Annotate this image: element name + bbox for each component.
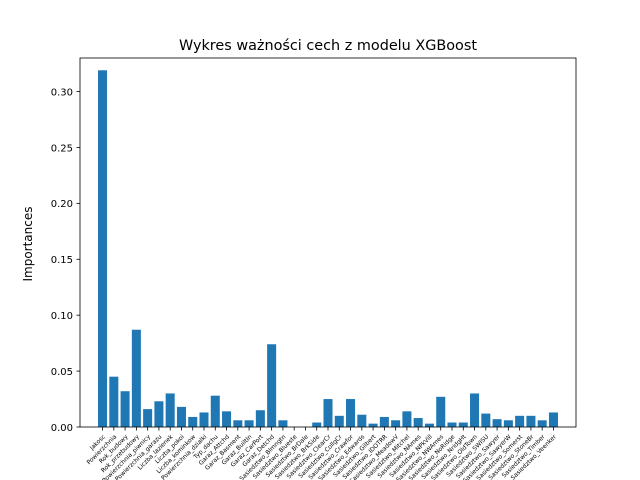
bar-Sasiedztwo_IDOTRR: [379, 416, 389, 427]
y-tick-label: 0.00: [51, 423, 73, 434]
y-tick-label: 0.05: [51, 367, 73, 378]
bar-Sasiedztwo_ClearCr: [323, 399, 333, 427]
axes-frame: [79, 57, 577, 428]
chart-title: Wykres ważności cech z modelu XGBoost: [179, 38, 477, 54]
y-axis: 0.00 0.05 0.10 0.15 0.20 0.25 0.30: [51, 87, 80, 434]
bar-Liczba_pokoi: [176, 406, 186, 427]
bar-Sasiedztwo_Crawfor: [346, 399, 356, 427]
bar-Sasiedztwo_Veenker: [548, 412, 558, 427]
bar-Sasiedztwo_Mitchel: [402, 411, 412, 427]
bar-Sasiedztwo_Somerst: [515, 415, 525, 427]
bar-Powierzchnia_dzialki: [199, 412, 209, 427]
bar-Garaz_Basment: [233, 420, 243, 427]
bar-Powierzchnia_piwnicy: [143, 409, 153, 427]
bar-Garaz_Detchd: [267, 344, 277, 427]
bar-Rok_przebudowy: [131, 329, 141, 427]
bar-Sasiedztwo_OldTown: [470, 393, 480, 427]
bar-Sasiedztwo_StoneBr: [526, 415, 536, 427]
y-tick-label: 0.25: [51, 143, 73, 154]
bar-Sasiedztwo_SawyerW: [503, 420, 513, 427]
bar-Sasiedztwo_CollgCr: [334, 415, 344, 427]
bar-Typ_dachu: [210, 395, 220, 427]
y-tick-label: 0.30: [51, 87, 73, 98]
bar-Sasiedztwo_NridgHt: [458, 422, 468, 427]
bar-Powierzchnia_garazu: [154, 401, 164, 427]
bar-Sasiedztwo_Blmngtn: [278, 420, 288, 427]
bar-Powierzchnia: [109, 376, 119, 427]
bar-Sasiedztwo_MeadowV: [391, 420, 401, 427]
bar-Sasiedztwo_SWISU: [481, 413, 491, 427]
bar-Liczba_lazienek: [165, 393, 175, 427]
bar-Liczba_kominkow: [188, 416, 198, 427]
bar-Sasiedztwo_Sawyer: [492, 419, 502, 427]
bar-Sasiedztwo_NAmes: [413, 418, 423, 427]
y-tick-label: 0.15: [51, 255, 73, 266]
bar-Garaz_Attchd: [222, 411, 232, 427]
bar-Sasiedztwo_NoRidge: [447, 422, 457, 427]
bar-Sasiedztwo_Timber: [537, 420, 547, 427]
bar-Sasiedztwo_NPkVill: [424, 423, 434, 427]
bar-Sasiedztwo_BrkSide: [312, 422, 322, 427]
bars-group: [98, 70, 558, 428]
bar-Sasiedztwo_Edwards: [357, 414, 367, 427]
x-axis: JakoscPowierzchniaRok_budowyRok_przebudo…: [86, 427, 558, 480]
bar-Garaz_BuiltIn: [244, 420, 254, 427]
bar-Garaz_CarPort: [255, 410, 265, 427]
y-tick-label: 0.10: [51, 311, 73, 322]
bar-Sasiedztwo_Gilbert: [368, 423, 378, 427]
y-tick-label: 0.20: [51, 199, 73, 210]
bar-Sasiedztwo_NWAmes: [436, 396, 446, 427]
bar-Jakosc: [98, 70, 108, 428]
y-axis-label: Importances: [21, 206, 35, 281]
bar-Rok_budowy: [120, 391, 130, 427]
